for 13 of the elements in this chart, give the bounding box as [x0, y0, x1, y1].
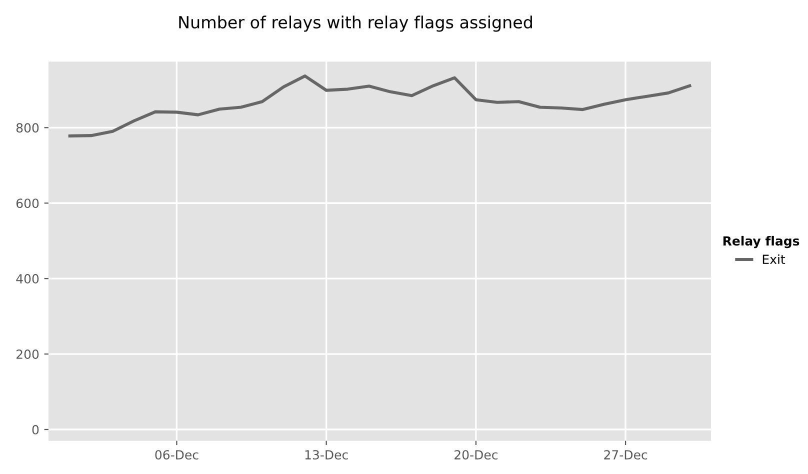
legend-label: Exit — [762, 254, 786, 264]
x-tick-label: 27-Dec — [604, 450, 648, 460]
y-tick-label: 200 — [16, 350, 39, 359]
x-tick-label: 20-Dec — [454, 450, 498, 460]
x-tick-label: 13-Dec — [305, 450, 348, 460]
y-tick-label: 800 — [16, 123, 39, 133]
legend-title: Relay flags — [723, 236, 800, 248]
y-tick-label: 600 — [16, 198, 39, 208]
y-tick-label: 0 — [32, 424, 39, 434]
chart-title: Number of relays with relay flags assigned — [179, 16, 532, 32]
x-tick-label: 06-Dec — [155, 450, 198, 460]
y-tick-label: 400 — [16, 274, 39, 284]
line-series — [68, 74, 692, 138]
